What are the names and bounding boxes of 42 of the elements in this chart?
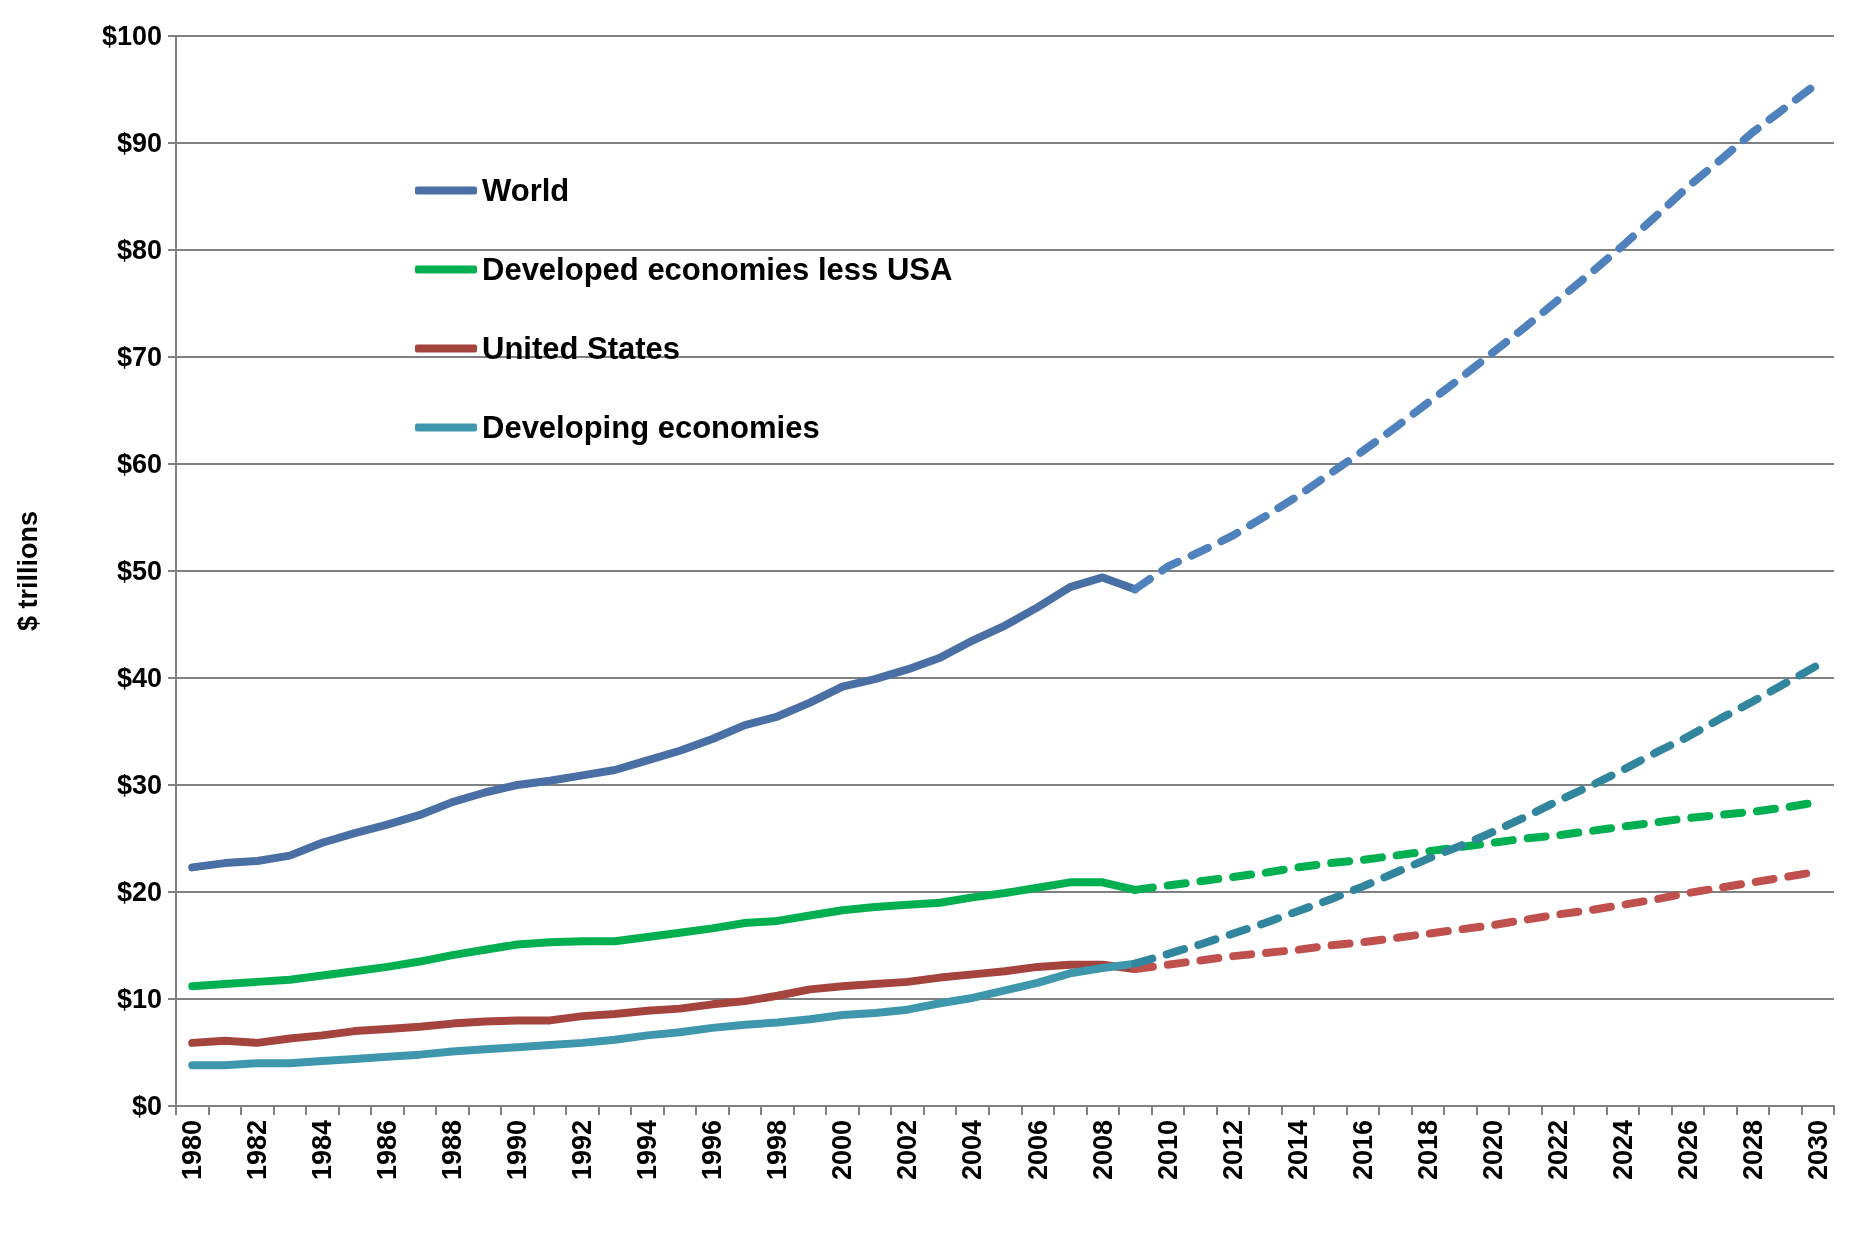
y-tick-label: $60 <box>116 449 162 479</box>
x-tick-label: 2006 <box>1022 1120 1053 1181</box>
y-tick-label: $100 <box>101 21 162 51</box>
x-tick-label: 2004 <box>957 1120 988 1181</box>
legend-label: United States <box>482 331 681 366</box>
x-tick-label: 2008 <box>1087 1120 1118 1181</box>
y-tick-label: $30 <box>116 770 162 800</box>
legend-label: Developed economies less USA <box>482 252 953 287</box>
x-tick-label: 2010 <box>1152 1120 1183 1181</box>
y-tick-label: $80 <box>116 235 162 265</box>
x-tick-label: 2020 <box>1477 1120 1508 1181</box>
x-tick-label: 1996 <box>697 1120 728 1181</box>
y-tick-label: $70 <box>116 342 162 372</box>
y-tick-label: $20 <box>116 877 162 907</box>
legend-label: Developing economies <box>482 410 820 445</box>
x-tick-label: 2014 <box>1282 1120 1313 1181</box>
x-tick-label: 2016 <box>1347 1120 1378 1181</box>
legend-label: World <box>482 173 570 208</box>
x-tick-label: 1990 <box>502 1120 533 1181</box>
x-tick-label: 2000 <box>827 1120 858 1181</box>
x-tick-label: 1988 <box>437 1120 468 1181</box>
x-tick-label: 1984 <box>307 1120 338 1181</box>
x-tick-label: 1986 <box>372 1120 403 1181</box>
x-tick-label: 1998 <box>762 1120 793 1181</box>
x-tick-label: 2018 <box>1412 1120 1443 1181</box>
x-tick-label: 2022 <box>1542 1120 1573 1181</box>
x-tick-label: 1980 <box>177 1120 208 1181</box>
x-tick-label: 1992 <box>567 1120 598 1181</box>
x-tick-label: 2024 <box>1607 1120 1638 1181</box>
x-tick-label: 2028 <box>1737 1120 1768 1181</box>
x-tick-label: 2030 <box>1802 1120 1833 1181</box>
x-tick-label: 1982 <box>242 1120 273 1181</box>
x-tick-label: 1994 <box>632 1120 663 1181</box>
y-tick-label: $50 <box>116 556 162 586</box>
x-tick-label: 2012 <box>1217 1120 1248 1181</box>
y-tick-label: $10 <box>116 984 162 1014</box>
x-tick-label: 2002 <box>892 1120 923 1181</box>
y-tick-label: $90 <box>116 128 162 158</box>
y-tick-label: $0 <box>131 1091 162 1121</box>
y-tick-label: $40 <box>116 663 162 693</box>
y-axis-title: $ trillions <box>12 510 43 632</box>
x-tick-label: 2026 <box>1672 1120 1703 1181</box>
